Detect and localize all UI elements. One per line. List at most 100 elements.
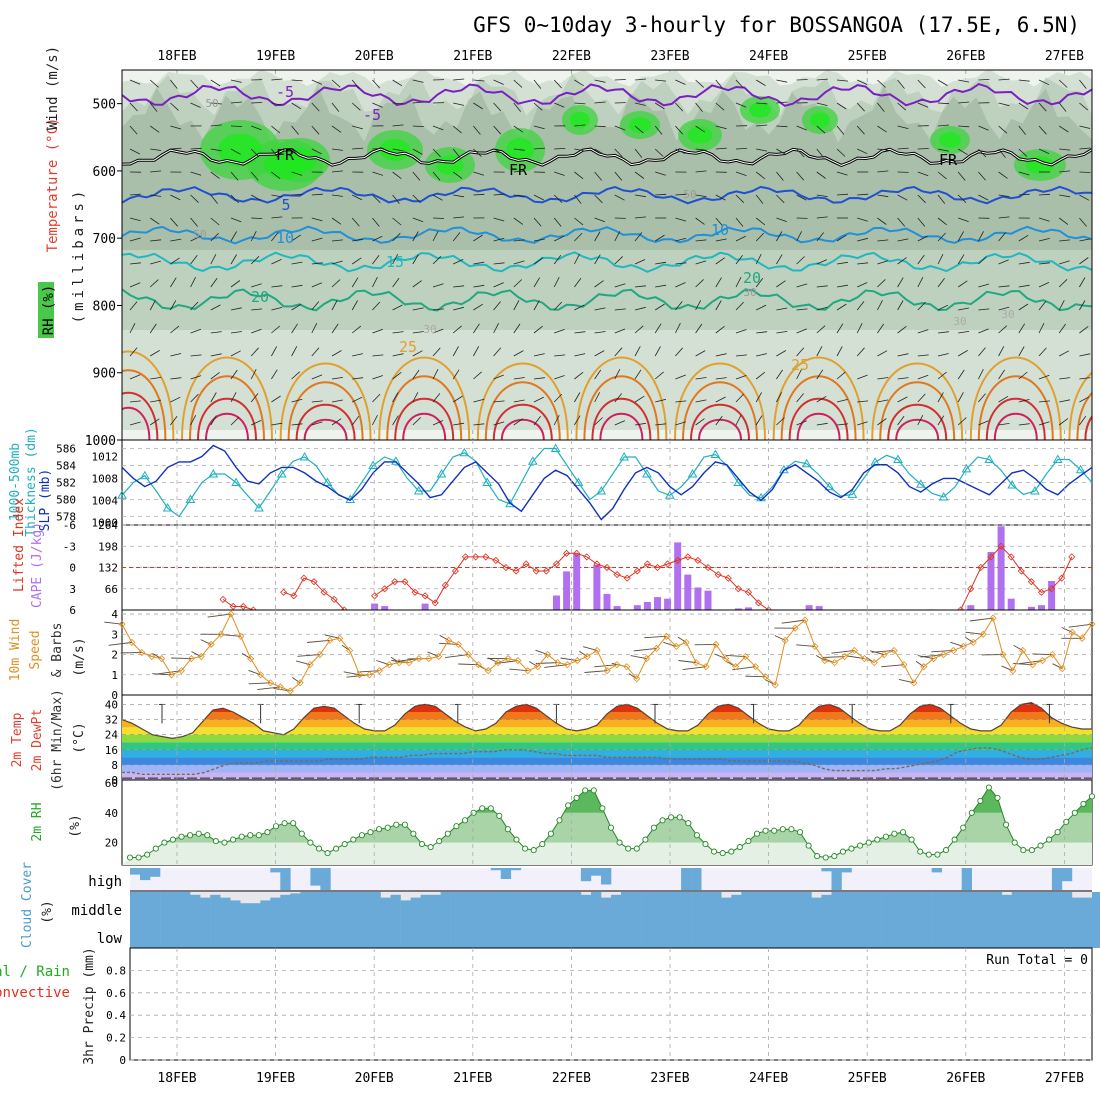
wind-barb [493, 323, 499, 334]
cloud-low-bar [731, 920, 742, 948]
warm-contour [887, 403, 948, 440]
wind-barb [614, 148, 623, 158]
cloud-middle-bar [480, 892, 491, 920]
cape-bar [553, 595, 560, 610]
rh2m-marker [985, 784, 992, 791]
wind-barb [755, 217, 766, 226]
wind-barb [655, 423, 667, 426]
wind-barb [473, 234, 483, 242]
wind-barb [634, 232, 643, 242]
wind-barb [432, 308, 444, 311]
wind-barb [1058, 217, 1069, 225]
date-label-bottom: 23FEB [650, 1071, 689, 1086]
wind-barb [594, 79, 606, 83]
cloud-low-bar [1011, 920, 1023, 948]
thickness-marker [459, 447, 470, 457]
wind-barb [513, 399, 525, 403]
warm-contour [181, 356, 273, 440]
wind-barb [574, 102, 586, 105]
wind-barb [1059, 350, 1070, 357]
wind-barb [675, 400, 687, 403]
cloud-low-bar [560, 920, 572, 948]
wind10m-barb [677, 636, 687, 643]
wind-barb [958, 125, 970, 128]
lifted-index-marker [472, 553, 480, 561]
rh2m-marker [393, 821, 400, 828]
wind-barb [311, 217, 323, 222]
wind-barb [1038, 148, 1050, 154]
wind-barb [1038, 125, 1047, 135]
wind10m-barb [1013, 645, 1023, 651]
rh2m-marker [547, 830, 554, 837]
cloud-middle-bar [991, 892, 1003, 920]
rh-moisture-core [939, 132, 961, 148]
wind-barb [695, 418, 705, 426]
cloud-low-bar [220, 920, 231, 948]
wind-barb [513, 377, 525, 380]
contour-label: 25 [791, 356, 809, 374]
wind-barb [311, 400, 323, 403]
wind10m-marker [662, 632, 670, 640]
wind-barb [634, 346, 641, 357]
wind-barb [1058, 79, 1068, 88]
rh2m-marker [187, 832, 194, 839]
wind-barb [897, 217, 906, 227]
date-label-bottom: 19FEB [256, 1071, 295, 1086]
wind-barb [796, 125, 807, 131]
rh2m-marker [1003, 821, 1010, 828]
warm-contour [303, 418, 348, 440]
wind-barb [958, 79, 970, 83]
wind10m-axis-label: 10m Wind [8, 619, 23, 682]
wind-barb [311, 237, 323, 242]
precip-tick-label: 0.2 [106, 1032, 126, 1045]
wind-barb [553, 254, 562, 265]
cloud-low-bar [540, 920, 552, 948]
rh2m-marker [169, 836, 176, 843]
wind-barb [230, 194, 239, 204]
wind10m-marker [158, 655, 166, 663]
wind-barb [453, 194, 465, 198]
rh2m-marker [779, 826, 786, 833]
rh2m-marker [221, 839, 228, 846]
wind-barb [432, 393, 441, 403]
cloud-middle-bar [410, 897, 421, 920]
cape-bar [1007, 598, 1015, 610]
wind-barb [574, 371, 584, 380]
wind-barb [432, 283, 444, 288]
cloud-high-bar [931, 868, 942, 873]
wind-barb [513, 279, 523, 288]
slp-tick-label: 1000 [92, 516, 119, 529]
wind10m-marker [464, 650, 472, 659]
cloud-middle-bar [791, 892, 802, 920]
wind10m-barb [357, 670, 380, 673]
wind-barb [352, 377, 364, 380]
rh2m-marker [917, 848, 924, 855]
cape-bar [381, 606, 389, 610]
wind-barb [251, 102, 263, 104]
wind-barb [271, 194, 283, 198]
wind-barb [331, 279, 341, 288]
cloud-middle-bar [661, 892, 672, 920]
rh2m-marker [135, 854, 142, 861]
precip-axis-label: 3hr Precip (mm) [82, 947, 97, 1064]
wind-barb [331, 300, 338, 311]
cloud-high-bar [961, 868, 972, 890]
wind-barb [594, 254, 601, 265]
wind-barb [655, 79, 667, 82]
warm-contour [122, 369, 167, 440]
wind-barb [735, 354, 747, 357]
lifted-index-tick-label: 3 [69, 583, 76, 596]
cloud-middle-bar [310, 892, 321, 920]
contour-label: -5 [276, 83, 294, 101]
wind-barb [311, 282, 323, 288]
wind-barb [654, 323, 662, 334]
wind-barb [1079, 147, 1091, 150]
date-label-bottom: 20FEB [355, 1071, 394, 1086]
wind-barb [998, 259, 1009, 265]
temp-color-band [122, 734, 1092, 743]
rh2m-marker [367, 829, 374, 836]
wind-barb [473, 171, 485, 176]
wind-barb [755, 79, 766, 87]
wind-barb [513, 102, 522, 112]
rh2m-marker [1046, 836, 1053, 843]
